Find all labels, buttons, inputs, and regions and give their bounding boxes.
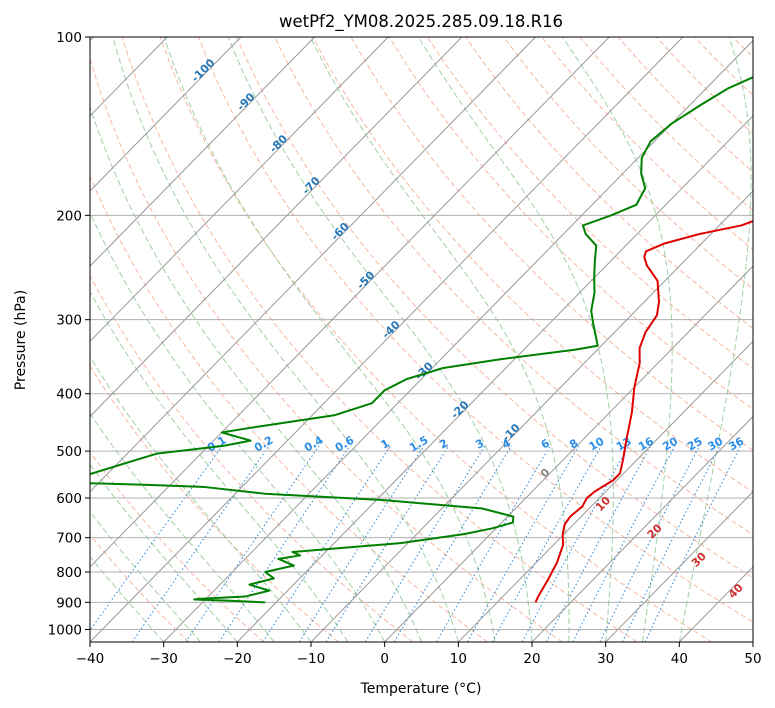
mixing-ratio-line (572, 445, 676, 642)
dry-adiabat (465, 37, 753, 329)
mixing-ratio-line (621, 445, 721, 642)
isotherm (90, 37, 242, 192)
moist-adiabat (562, 37, 673, 642)
plot-frame (89, 36, 754, 643)
x-axis-ticks: −40 −30 −20 −10 0 10 20 30 40 50 (76, 642, 762, 667)
plot-background (90, 37, 753, 642)
mixing-ratio-line (599, 445, 700, 642)
moist-adiabat (90, 211, 386, 642)
chart-title: wetPf2_YM08.2025.285.09.18.R16 (279, 12, 563, 32)
isotherm (384, 265, 753, 642)
x-tick-label: −10 (297, 651, 326, 667)
x-tick-label: 10 (450, 651, 467, 667)
dry-adiabat (90, 533, 190, 642)
mixing-ratio-line (90, 445, 223, 632)
mixing-ratio-line (644, 445, 742, 642)
dry-adiabat (503, 37, 753, 290)
isotherm (90, 37, 610, 568)
y-tick-label: 400 (56, 387, 82, 403)
mixing-ratio-line (262, 445, 391, 642)
x-tick-label: 40 (671, 651, 688, 667)
y-tick-label: 900 (56, 595, 82, 611)
moist-adiabat (90, 555, 165, 642)
dry-adiabat (90, 365, 339, 642)
x-tick-label: −40 (76, 651, 105, 667)
temperature-trace (534, 220, 753, 603)
y-tick-label: 700 (56, 531, 82, 547)
mixing-ratio-line (218, 445, 351, 642)
x-axis-label: Temperature (°C) (360, 681, 482, 697)
isotherm (90, 37, 315, 267)
x-tick-label: 0 (380, 651, 389, 667)
isotherm (90, 37, 536, 493)
y-axis-label: Pressure (hPa) (13, 290, 29, 390)
isotherm (90, 37, 684, 642)
pressure-gridlines (90, 37, 753, 630)
mixing-ratio-line (185, 445, 320, 642)
isotherm (457, 340, 753, 642)
y-tick-label: 100 (56, 30, 82, 46)
isotherm (90, 37, 389, 343)
mixing-ratio-line (364, 445, 486, 642)
x-tick-label: −20 (223, 651, 252, 667)
moist-adiabat (418, 37, 614, 642)
y-axis-ticks: 100 200 300 400 500 600 700 800 900 1000 (48, 30, 90, 638)
y-tick-label: 1000 (48, 622, 82, 638)
isotherm (605, 490, 753, 642)
dry-adiabat (121, 37, 638, 642)
dry-adiabat (274, 37, 753, 536)
y-tick-label: 200 (56, 208, 82, 224)
isotherm (163, 39, 753, 642)
x-tick-label: 20 (523, 651, 540, 667)
mixing-ratio-line (325, 445, 450, 642)
isotherm (236, 115, 753, 642)
mixing-ratio-line (393, 445, 512, 642)
moist-adiabat (90, 290, 349, 642)
dry-adiabat (159, 37, 712, 642)
moist-adiabat (90, 510, 201, 642)
isotherm (90, 37, 463, 418)
x-tick-label: 30 (597, 651, 614, 667)
x-tick-label: −30 (149, 651, 178, 667)
moist-adiabat (90, 105, 422, 642)
dry-adiabats (90, 37, 753, 642)
dry-adiabat (197, 37, 753, 623)
mixing-ratio-line (298, 445, 425, 642)
mixing-ratio-line (491, 445, 602, 642)
moist-adiabat (309, 37, 570, 642)
isotherm (531, 415, 753, 642)
moist-adiabat (227, 37, 533, 642)
sounding-traces (90, 76, 753, 604)
dewpoint-trace (90, 76, 753, 604)
moist-adiabat (112, 37, 459, 642)
moist-adiabat (90, 412, 275, 642)
dry-adiabat (90, 56, 563, 642)
isotherms (90, 37, 753, 642)
y-tick-label: 500 (56, 444, 82, 460)
y-tick-label: 300 (56, 313, 82, 329)
moist-adiabat (163, 37, 496, 642)
y-tick-label: 600 (56, 491, 82, 507)
dry-adiabat (236, 37, 753, 579)
x-tick-label: 50 (744, 651, 761, 667)
y-tick-label: 800 (56, 565, 82, 581)
dry-adiabat (312, 37, 753, 493)
moist-adiabat (678, 37, 752, 642)
dry-adiabat (90, 274, 414, 642)
